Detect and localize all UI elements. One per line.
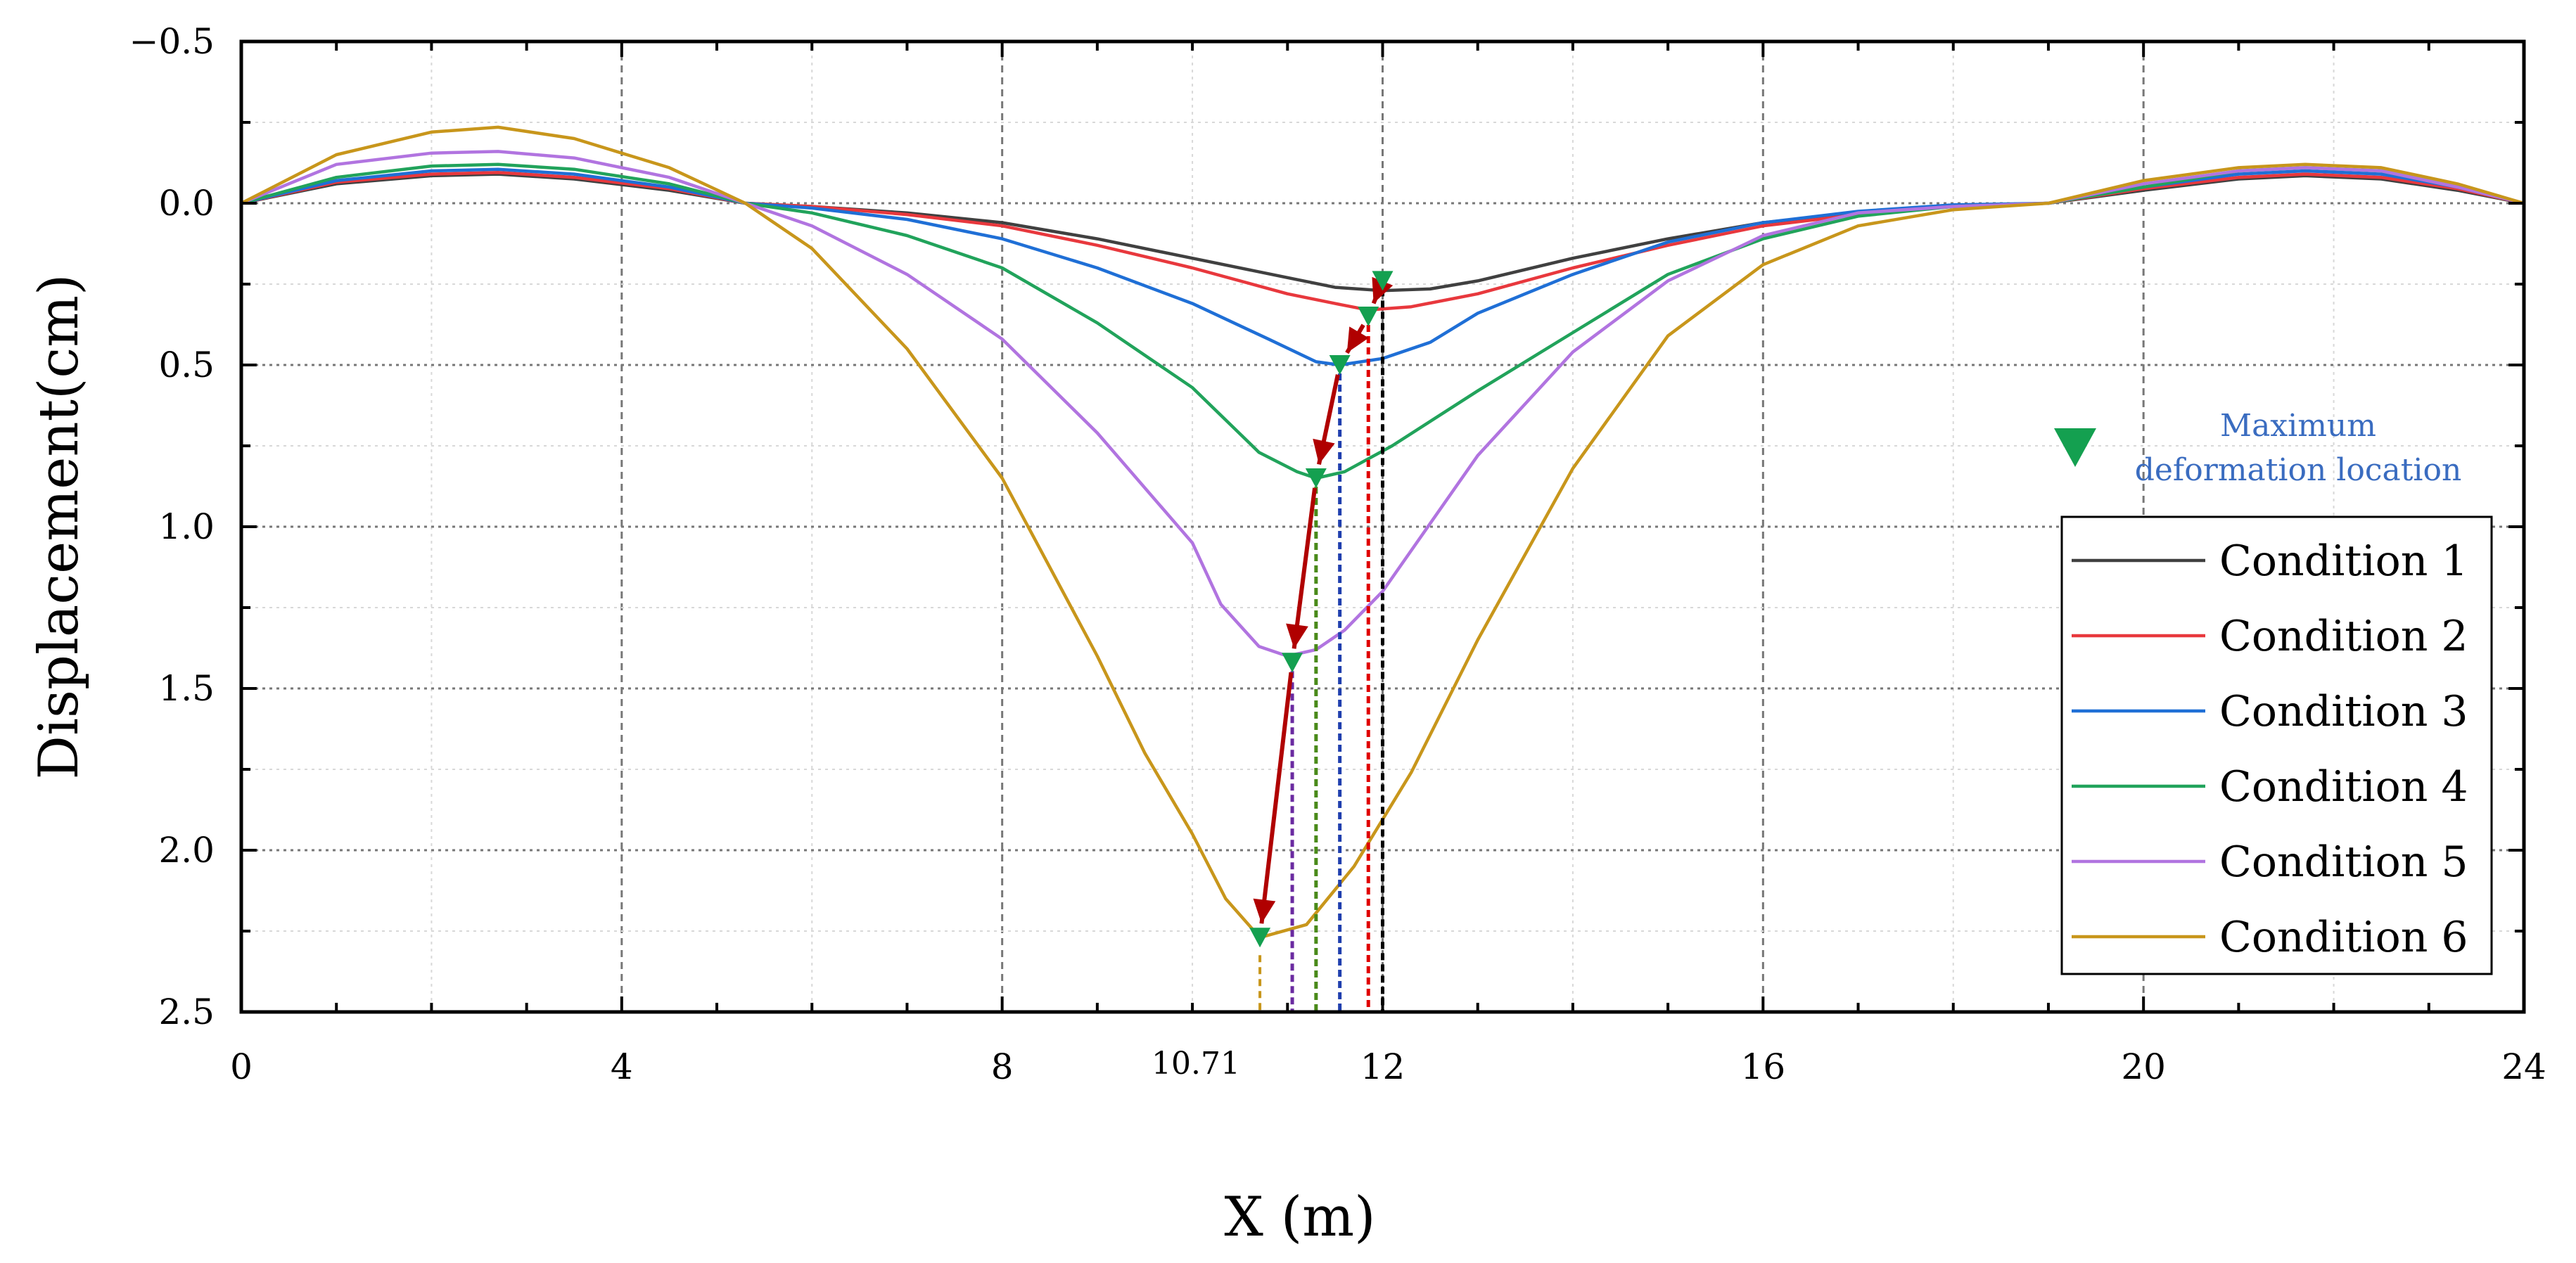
arrow-head-2: [1346, 326, 1369, 353]
max-marker-2: [1358, 307, 1379, 326]
legend-label-4: Condition 4: [2219, 762, 2468, 812]
annotation-marker-icon: [2054, 428, 2096, 467]
annotation-line1: Maximum: [2220, 408, 2376, 444]
arrow-head-3: [1313, 438, 1335, 465]
x-tick-label: 12: [1360, 1046, 1405, 1087]
y-tick-label: −0.5: [129, 21, 215, 62]
y-tick-label: 1.0: [158, 506, 215, 547]
x-axis-title: X (m): [1224, 1186, 1375, 1249]
x-tick-labels: 0 4 8 12 16 20 24: [230, 1046, 2546, 1087]
y-tick-label: 2.5: [158, 992, 215, 1032]
annotation-line2: deformation location: [2135, 452, 2462, 488]
series-line-6: [240, 125, 2525, 940]
x-tick-label: 8: [991, 1046, 1014, 1087]
series-line-4: [241, 162, 2525, 480]
max-location-arrows: [1253, 276, 1394, 924]
arrow-shaft-4: [1292, 487, 1318, 649]
max-location-markers: [1249, 271, 1394, 948]
x-tick-label: 20: [2121, 1046, 2166, 1087]
max-marker-1: [1372, 271, 1394, 291]
max-marker-3: [1329, 355, 1351, 375]
arrow-head-5: [1253, 898, 1276, 924]
legend: Condition 1 Condition 2 Condition 3 Conditi…: [2060, 515, 2493, 975]
y-tick-label: 2.0: [158, 830, 215, 871]
max-marker-4: [1305, 468, 1327, 488]
y-axis-title: Displacement(cm): [27, 274, 91, 780]
legend-label-2: Condition 2: [2219, 612, 2468, 661]
y-tick-labels: −0.5 0.0 0.5 1.0 1.5 2.0 2.5: [129, 21, 215, 1032]
axis-ticks: [240, 40, 2525, 1013]
y-tick-label: 1.5: [158, 668, 215, 709]
arrow-shaft-5: [1259, 672, 1294, 924]
legend-label-6: Condition 6: [2219, 913, 2468, 962]
legend-label-1: Condition 1: [2219, 537, 2468, 586]
x-tick-label: 16: [1741, 1046, 1786, 1087]
arrow-head-4: [1286, 623, 1308, 649]
x-tick-label: 0: [230, 1046, 253, 1087]
max-location-guides: [1290, 289, 1384, 1012]
x-tick-label: 4: [611, 1046, 633, 1087]
max-marker-6: [1249, 928, 1271, 948]
legend-label-5: Condition 5: [2219, 838, 2468, 887]
x-tick-label: 24: [2501, 1046, 2546, 1087]
y-tick-label: 0.5: [158, 345, 215, 385]
annotation: Maximum deformation location: [2054, 408, 2461, 488]
max-marker-5: [1282, 653, 1303, 673]
y-tick-label: 0.0: [158, 183, 215, 224]
legend-box: [2060, 515, 2493, 975]
legend-label-3: Condition 3: [2219, 687, 2468, 736]
special-tick-label: 10.71: [1152, 1046, 1240, 1082]
